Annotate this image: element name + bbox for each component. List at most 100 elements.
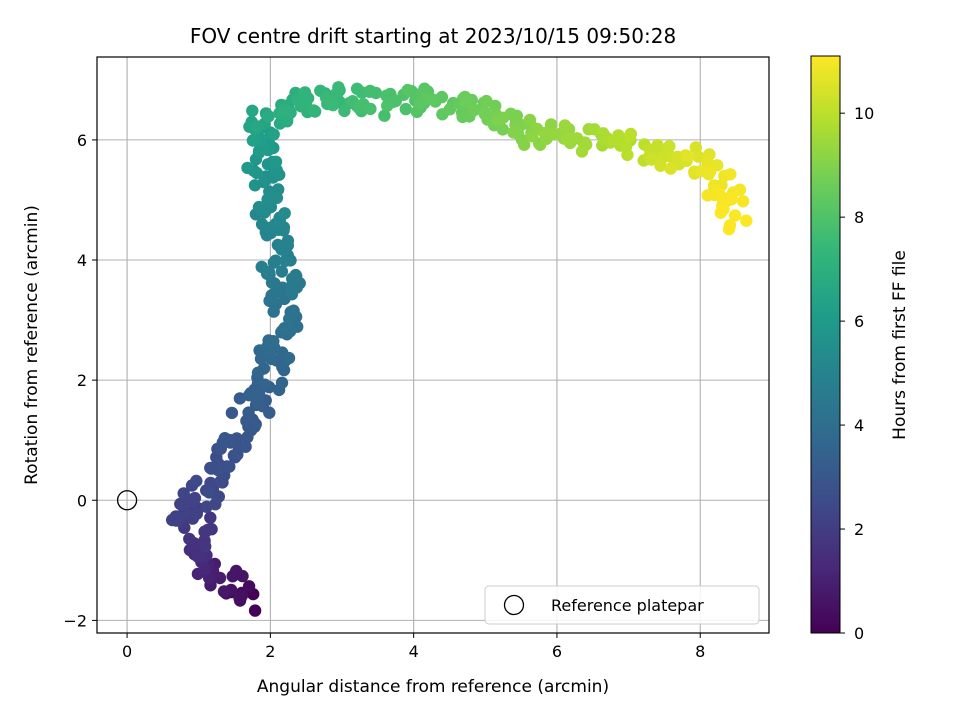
data-point — [607, 134, 621, 147]
data-point — [381, 99, 394, 112]
colorbar-ticks: 0 2 4 6 8 10 — [840, 104, 874, 643]
data-point — [262, 110, 275, 123]
data-point — [544, 118, 558, 131]
data-point — [275, 243, 288, 256]
data-point — [298, 86, 312, 99]
data-point — [191, 550, 205, 563]
data-point — [263, 406, 276, 419]
data-point — [526, 130, 539, 143]
data-point — [418, 82, 431, 95]
data-point — [507, 126, 520, 139]
x-tick-label: 8 — [695, 642, 705, 661]
data-point — [252, 144, 266, 157]
data-point — [399, 102, 412, 116]
data-point — [496, 111, 510, 125]
data-point — [278, 103, 292, 117]
data-point — [176, 497, 190, 511]
x-axis-label: Angular distance from reference (arcmin) — [257, 677, 609, 697]
data-point — [277, 363, 291, 377]
colorbar-tick-label: 4 — [854, 416, 864, 435]
data-point — [468, 103, 481, 117]
data-point — [202, 486, 216, 499]
data-point — [443, 103, 457, 116]
data-point — [261, 193, 274, 206]
data-point — [269, 254, 282, 267]
data-point — [596, 127, 610, 140]
data-point — [241, 161, 254, 175]
legend-label-reference: Reference platepar — [551, 596, 704, 615]
data-point — [717, 203, 730, 216]
data-point — [623, 130, 636, 143]
y-tick-label: 4 — [77, 251, 87, 270]
data-point — [212, 490, 225, 503]
data-point — [226, 570, 239, 583]
data-point — [223, 460, 236, 473]
data-point — [332, 81, 345, 94]
data-point — [307, 104, 320, 117]
data-point — [265, 337, 278, 350]
data-point — [681, 150, 694, 163]
data-point — [724, 168, 737, 181]
data-point — [270, 191, 284, 205]
colorbar-tick-label: 0 — [854, 624, 864, 643]
data-point — [204, 511, 217, 524]
data-point — [289, 268, 302, 282]
data-point — [204, 476, 217, 490]
data-point — [291, 320, 304, 333]
data-point — [523, 113, 537, 127]
data-point — [651, 139, 664, 152]
colorbar-label: Hours from first FF file — [890, 250, 910, 440]
data-point — [621, 148, 634, 162]
data-point — [233, 392, 247, 405]
data-point — [258, 378, 272, 391]
data-point — [426, 93, 440, 106]
data-point — [269, 155, 283, 168]
data-point — [186, 493, 199, 506]
y-axis-label: Rotation from reference (arcmin) — [22, 205, 42, 485]
data-point — [242, 580, 256, 593]
data-point — [190, 474, 203, 488]
data-point — [267, 128, 280, 141]
data-point — [190, 507, 203, 520]
colorbar-tick-label: 2 — [854, 520, 864, 539]
x-tick-label: 2 — [265, 642, 275, 661]
y-tick-label: 6 — [77, 131, 87, 150]
data-point — [561, 132, 574, 145]
data-point — [250, 120, 264, 133]
data-point — [704, 165, 717, 178]
legend-marker-reference — [503, 594, 525, 616]
data-point — [183, 532, 196, 546]
data-point — [252, 200, 266, 214]
data-point — [728, 209, 742, 222]
data-point — [654, 159, 667, 172]
x-tick-label: 6 — [552, 642, 562, 661]
data-point — [275, 265, 289, 278]
data-point — [213, 571, 227, 585]
data-point — [282, 351, 296, 365]
data-point — [246, 134, 260, 147]
data-point — [326, 98, 340, 112]
data-point — [364, 102, 377, 116]
data-point — [263, 221, 276, 234]
data-point — [663, 140, 676, 153]
data-point — [251, 366, 265, 379]
colorbar — [811, 56, 840, 633]
data-point — [401, 83, 414, 97]
data-point — [248, 604, 262, 617]
y-axis-ticks: −2 0 2 4 6 — [63, 131, 97, 630]
legend-box — [484, 585, 760, 625]
data-point — [205, 462, 218, 475]
data-point — [218, 432, 231, 445]
data-point — [239, 440, 252, 453]
data-point — [338, 104, 351, 118]
data-points — [116, 81, 753, 617]
y-tick-label: −2 — [63, 611, 87, 630]
x-tick-label: 4 — [409, 642, 419, 661]
data-point — [740, 214, 753, 227]
colorbar-tick-label: 6 — [854, 312, 864, 331]
x-axis-ticks: 0 2 4 6 8 — [122, 633, 705, 661]
data-point — [664, 162, 677, 175]
data-point — [250, 166, 263, 180]
